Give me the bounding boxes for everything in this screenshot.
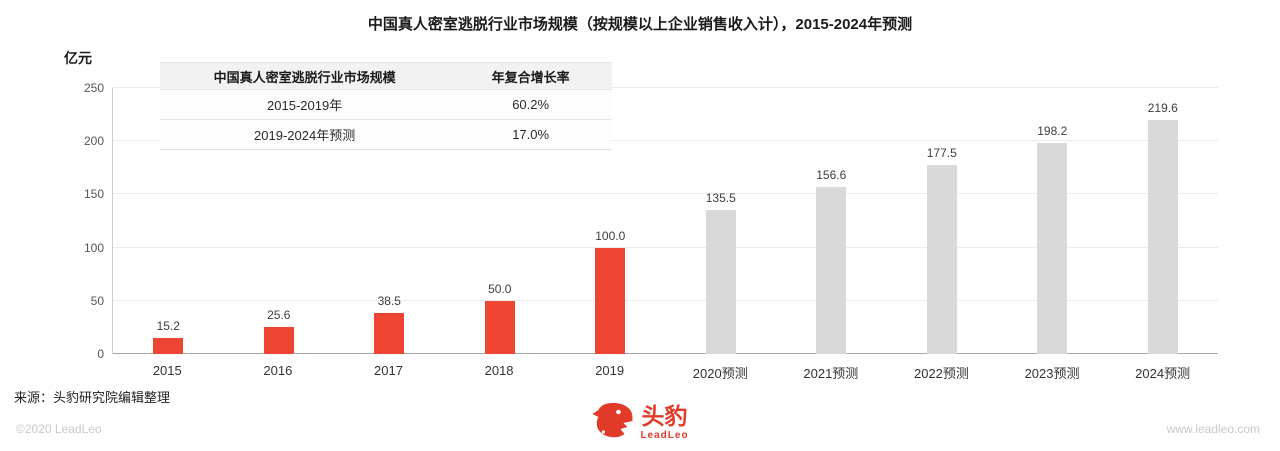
y-tick-label: 100 (83, 240, 104, 255)
source-note: 来源：头豹研究院编辑整理 (14, 390, 171, 405)
bar-slot: 198.2 (997, 88, 1108, 354)
brand-name: 头豹 (641, 402, 688, 429)
bar-value-label: 100.0 (595, 228, 626, 243)
bar-forecast (816, 187, 847, 354)
x-tick-label: 2021预测 (803, 366, 859, 381)
bar-value-label: 156.6 (816, 168, 847, 183)
bar-forecast (1037, 143, 1068, 354)
x-tick-label: 2020预测 (692, 366, 748, 381)
leadleo-logo: 头豹 LeadLeo (591, 402, 688, 443)
bar-value-label: 135.5 (705, 190, 736, 205)
bar-value-label: 25.6 (267, 307, 291, 322)
gridline (113, 353, 1218, 354)
cagr-table: 中国真人密室逃脱行业市场规模 年复合增长率 2015-2019年 60.2% 2… (160, 62, 612, 150)
table-cell-period: 2019-2024年预测 (254, 128, 356, 143)
bar-slot: 156.6 (776, 88, 887, 354)
x-tick-label: 2018 (484, 363, 514, 378)
x-tick-label: 2024预测 (1135, 366, 1191, 381)
table-cell-cagr: 17.0% (512, 127, 550, 142)
bar-forecast (1147, 120, 1178, 354)
brand-subname: LeadLeo (640, 429, 689, 441)
x-tick-label: 2017 (374, 363, 403, 378)
gridline (113, 87, 1218, 88)
bar-slot: 38.5 (334, 88, 445, 354)
tiger-icon (591, 402, 633, 443)
table-header-cagr: 年复合增长率 (491, 69, 570, 85)
x-axis-labels: 2015 2016 2017 2018 2019 2020预测 2021预测 2022预测 20… (112, 363, 1218, 382)
bar-slot: 135.5 (666, 88, 777, 354)
bar-slot: 177.5 (887, 88, 998, 354)
bar-actual (374, 313, 405, 354)
bar-slot: 50.0 (445, 88, 556, 354)
x-tick-label: 2016 (263, 363, 293, 378)
bar-forecast (705, 209, 736, 354)
brand-text: 头豹 LeadLeo (640, 402, 689, 441)
bar-actual (153, 337, 184, 354)
chart-title: 中国真人密室逃脱行业市场规模（按规模以上企业销售收入计），2015-2024年预… (367, 16, 913, 33)
bar-actual (484, 300, 515, 354)
y-tick-label: 200 (83, 134, 104, 149)
bar-value-label: 198.2 (1037, 124, 1068, 139)
bar-chart: 0 50 100 150 200 250 15.2 25.6 38.5 50.0 100.0 135… (84, 81, 1218, 381)
x-tick-label: 2022预测 (913, 366, 969, 381)
y-axis-unit-label: 亿元 (64, 50, 92, 66)
gridline (113, 299, 1218, 301)
website-text: www.leadleo.com (1166, 422, 1260, 436)
y-tick-label: 250 (83, 81, 104, 95)
bar-actual (595, 247, 626, 354)
copyright-text: ©2020 LeadLeo (16, 422, 102, 436)
bar-value-label: 219.6 (1147, 101, 1178, 116)
bar-forecast (926, 165, 957, 354)
table-row: 2019-2024年预测 17.0% (160, 120, 612, 150)
y-tick-label: 150 (83, 187, 104, 202)
table-header-scope: 中国真人密室逃脱行业市场规模 (213, 69, 396, 85)
gridline (113, 193, 1218, 195)
table-cell-period: 2015-2019年 (267, 98, 343, 113)
table-cell-cagr: 60.2% (512, 97, 550, 112)
x-tick-label: 2019 (595, 363, 625, 378)
bar-value-label: 177.5 (926, 146, 957, 161)
bar-slot: 219.6 (1108, 88, 1219, 354)
table-row: 2015-2019年 60.2% (160, 90, 612, 120)
bars: 15.2 25.6 38.5 50.0 100.0 135.5 156.6 177.5 198.… (113, 88, 1218, 354)
bar-slot: 25.6 (224, 88, 335, 354)
gridline (113, 140, 1218, 142)
bar-slot: 100.0 (555, 88, 666, 354)
bar-value-label: 50.0 (488, 281, 512, 296)
bar-value-label: 15.2 (156, 318, 180, 333)
y-tick-label: 50 (90, 293, 104, 308)
bar-actual (263, 326, 294, 354)
plot-area: 0 50 100 150 200 250 15.2 25.6 38.5 50.0 100.0 135… (84, 81, 1218, 361)
x-tick-label: 2023预测 (1024, 366, 1080, 381)
x-tick-label: 2015 (152, 363, 182, 378)
bar-value-label: 38.5 (377, 294, 401, 309)
y-tick-label: 0 (97, 347, 104, 361)
table-header-row: 中国真人密室逃脱行业市场规模 年复合增长率 (160, 62, 612, 90)
bar-slot: 15.2 (113, 88, 224, 354)
gridline (113, 246, 1218, 248)
